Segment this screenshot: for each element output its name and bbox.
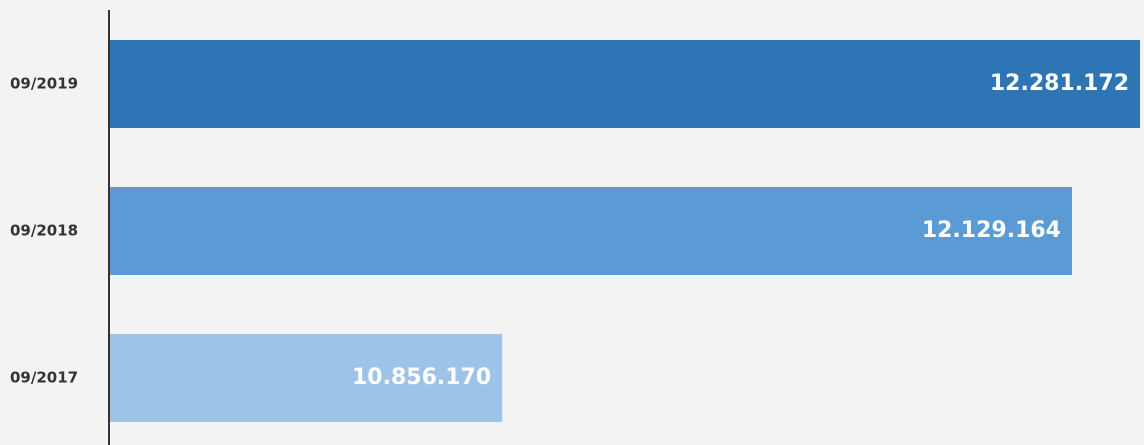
value-label: 12.281.172: [990, 71, 1129, 96]
bar: [110, 187, 1073, 275]
category-label: 09/2019: [10, 75, 78, 93]
value-label: 10.856.170: [352, 365, 491, 390]
value-label: 12.129.164: [922, 218, 1061, 243]
category-label: 09/2017: [10, 369, 78, 387]
bar: [110, 40, 1141, 128]
category-label: 09/2018: [10, 222, 78, 240]
bar: [110, 334, 503, 422]
